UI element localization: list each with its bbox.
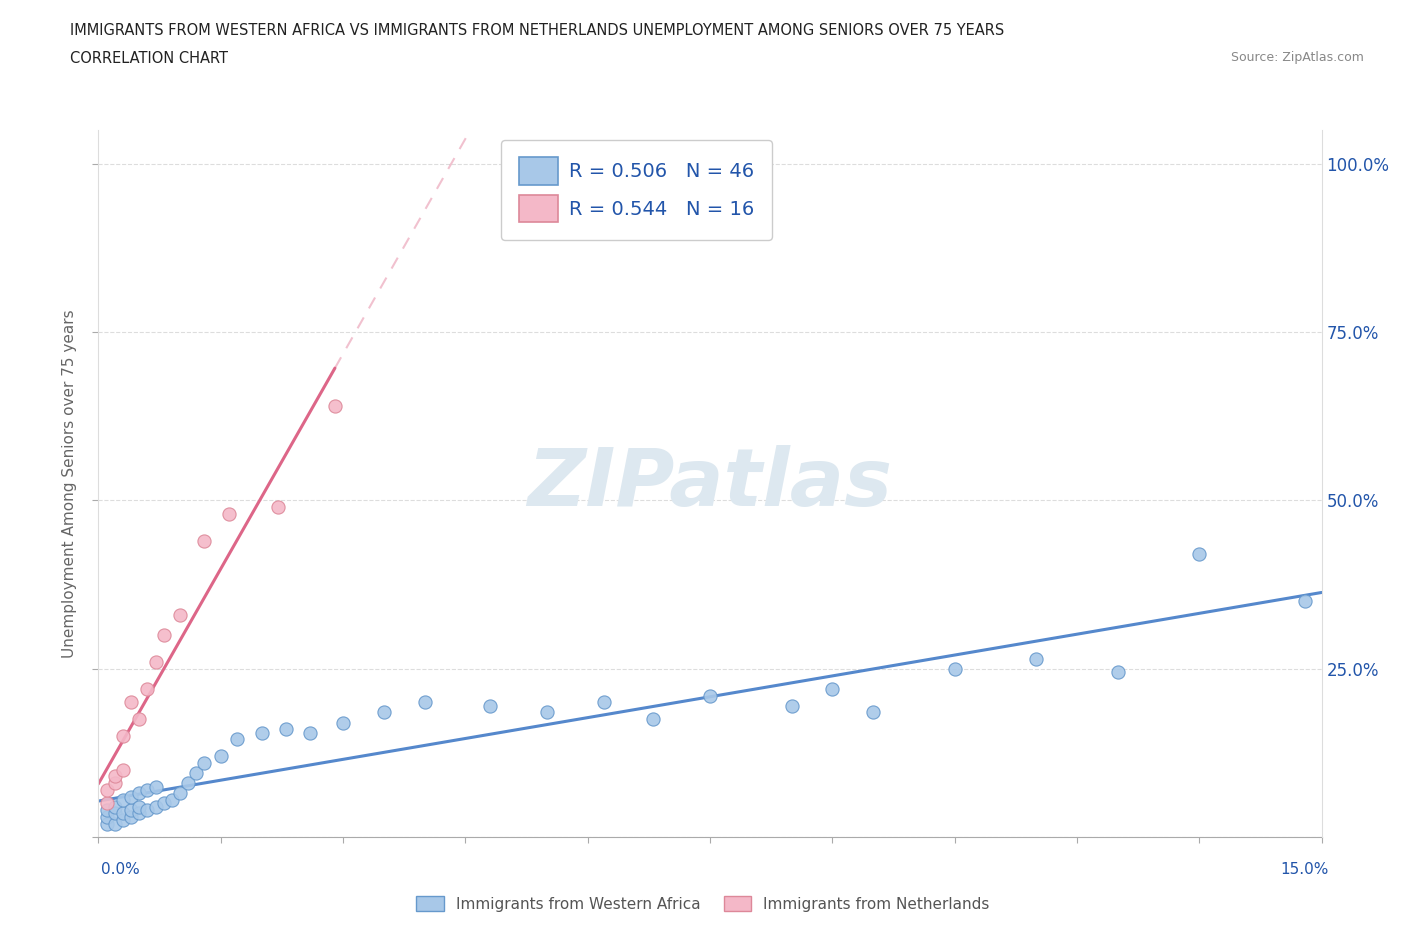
Point xyxy=(145,799,167,814)
Point xyxy=(136,682,159,697)
Point xyxy=(177,776,200,790)
Point xyxy=(145,779,167,794)
Point xyxy=(250,725,273,740)
Point xyxy=(111,763,134,777)
Point xyxy=(120,695,142,710)
Point xyxy=(780,698,803,713)
Point xyxy=(373,705,395,720)
Point xyxy=(267,499,290,514)
Point xyxy=(104,817,127,831)
Text: IMMIGRANTS FROM WESTERN AFRICA VS IMMIGRANTS FROM NETHERLANDS UNEMPLOYMENT AMONG: IMMIGRANTS FROM WESTERN AFRICA VS IMMIGR… xyxy=(70,23,1004,38)
Point xyxy=(104,806,127,821)
Point xyxy=(120,790,142,804)
Point xyxy=(120,803,142,817)
Point xyxy=(536,705,558,720)
Legend: R = 0.506   N = 46, R = 0.544   N = 16: R = 0.506 N = 46, R = 0.544 N = 16 xyxy=(501,140,772,240)
Point xyxy=(160,792,183,807)
Point xyxy=(478,698,501,713)
Point xyxy=(128,786,150,801)
Point xyxy=(96,796,118,811)
Text: CORRELATION CHART: CORRELATION CHART xyxy=(70,51,228,66)
Y-axis label: Unemployment Among Seniors over 75 years: Unemployment Among Seniors over 75 years xyxy=(62,310,77,658)
Point xyxy=(136,803,159,817)
Point xyxy=(128,806,150,821)
Point xyxy=(186,765,208,780)
Point xyxy=(821,682,844,697)
Point xyxy=(593,695,616,710)
Point xyxy=(111,792,134,807)
Text: Source: ZipAtlas.com: Source: ZipAtlas.com xyxy=(1230,51,1364,64)
Point xyxy=(413,695,436,710)
Point xyxy=(96,782,118,797)
Point xyxy=(104,776,127,790)
Point xyxy=(104,769,127,784)
Point xyxy=(332,715,354,730)
Point xyxy=(96,809,118,824)
Text: 0.0%: 0.0% xyxy=(101,862,141,877)
Point xyxy=(943,661,966,676)
Point xyxy=(96,817,118,831)
Point xyxy=(136,782,159,797)
Point xyxy=(323,399,346,414)
Point xyxy=(1294,594,1316,609)
Point xyxy=(1025,651,1047,666)
Point xyxy=(299,725,322,740)
Point xyxy=(169,607,191,622)
Point xyxy=(274,722,297,737)
Point xyxy=(169,786,191,801)
Point xyxy=(699,688,721,703)
Point xyxy=(128,799,150,814)
Point xyxy=(96,803,118,817)
Point xyxy=(641,711,664,726)
Point xyxy=(226,732,249,747)
Text: 15.0%: 15.0% xyxy=(1281,862,1329,877)
Point xyxy=(152,628,174,643)
Point xyxy=(128,711,150,726)
Point xyxy=(120,809,142,824)
Point xyxy=(218,507,240,522)
Point xyxy=(1188,547,1211,562)
Point xyxy=(862,705,884,720)
Point xyxy=(104,799,127,814)
Point xyxy=(145,655,167,670)
Point xyxy=(209,749,232,764)
Point xyxy=(111,728,134,743)
Point xyxy=(111,806,134,821)
Point xyxy=(152,796,174,811)
Text: ZIPatlas: ZIPatlas xyxy=(527,445,893,523)
Point xyxy=(1107,665,1129,680)
Legend: Immigrants from Western Africa, Immigrants from Netherlands: Immigrants from Western Africa, Immigran… xyxy=(411,889,995,918)
Point xyxy=(111,813,134,828)
Point xyxy=(193,755,215,770)
Point xyxy=(193,534,215,549)
